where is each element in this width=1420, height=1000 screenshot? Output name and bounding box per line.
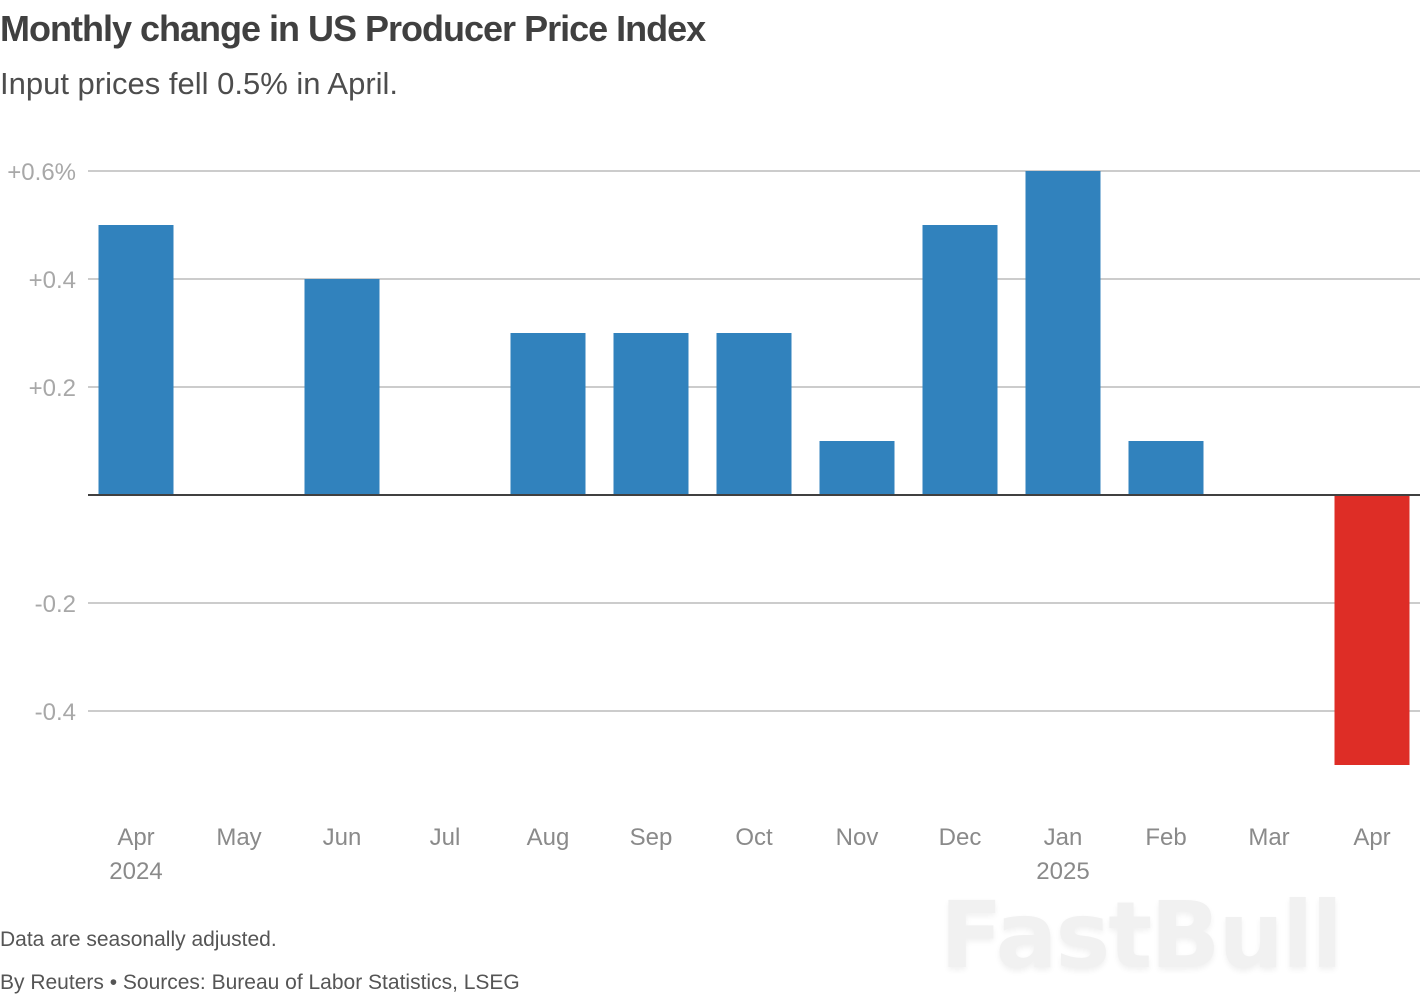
bar-6 bbox=[716, 333, 792, 495]
x-axis-ticks: Apr 2024 May Jun Jul Aug Sep Oct Nov Dec Jan 2025 Fe… bbox=[109, 824, 1390, 885]
bars bbox=[98, 171, 1410, 765]
chart-note: Data are seasonally adjusted. bbox=[0, 928, 277, 951]
x-tick-label: Sep bbox=[630, 824, 673, 851]
x-tick-label: Nov bbox=[836, 824, 879, 851]
chart-source: By Reuters • Sources: Bureau of Labor St… bbox=[0, 971, 520, 994]
x-tick-label: Dec bbox=[939, 824, 982, 851]
bar-5 bbox=[613, 333, 689, 495]
x-tick-label: Apr bbox=[1353, 824, 1390, 851]
bar-4 bbox=[510, 333, 586, 495]
y-tick-label: +0.2 bbox=[29, 375, 76, 402]
x-tick-label: Apr bbox=[117, 824, 154, 851]
y-tick-label: -0.2 bbox=[35, 591, 76, 618]
x-tick-label: Oct bbox=[735, 824, 773, 851]
x-tick-label: Aug bbox=[527, 824, 570, 851]
y-tick-label: +0.6% bbox=[7, 159, 76, 186]
bar-0 bbox=[98, 225, 174, 495]
x-tick-label: May bbox=[216, 824, 261, 851]
x-tick-label: Jul bbox=[430, 824, 461, 851]
x-year-label: 2025 bbox=[1036, 858, 1089, 885]
x-tick-label: Feb bbox=[1145, 824, 1186, 851]
y-tick-label: +0.4 bbox=[29, 267, 76, 294]
bar-7 bbox=[819, 441, 895, 495]
chart-subtitle: Input prices fell 0.5% in April. bbox=[0, 66, 399, 101]
bar-2 bbox=[304, 279, 380, 495]
watermark: FastBull bbox=[940, 882, 1343, 989]
bar-chart: +0.6% +0.4 +0.2 -0.2 -0.4 Apr 2024 May Jun Jul Au… bbox=[7, 159, 1420, 885]
bar-8 bbox=[922, 225, 998, 495]
y-tick-label: -0.4 bbox=[35, 699, 76, 726]
bar-9 bbox=[1025, 171, 1101, 495]
x-tick-label: Jun bbox=[323, 824, 362, 851]
bar-10 bbox=[1128, 441, 1204, 495]
chart-title: Monthly change in US Producer Price Inde… bbox=[0, 8, 706, 49]
bar-12 bbox=[1334, 495, 1410, 765]
x-tick-label: Jan bbox=[1044, 824, 1083, 851]
x-year-label: 2024 bbox=[109, 858, 162, 885]
y-axis-ticks: +0.6% +0.4 +0.2 -0.2 -0.4 bbox=[7, 159, 76, 726]
x-tick-label: Mar bbox=[1248, 824, 1289, 851]
